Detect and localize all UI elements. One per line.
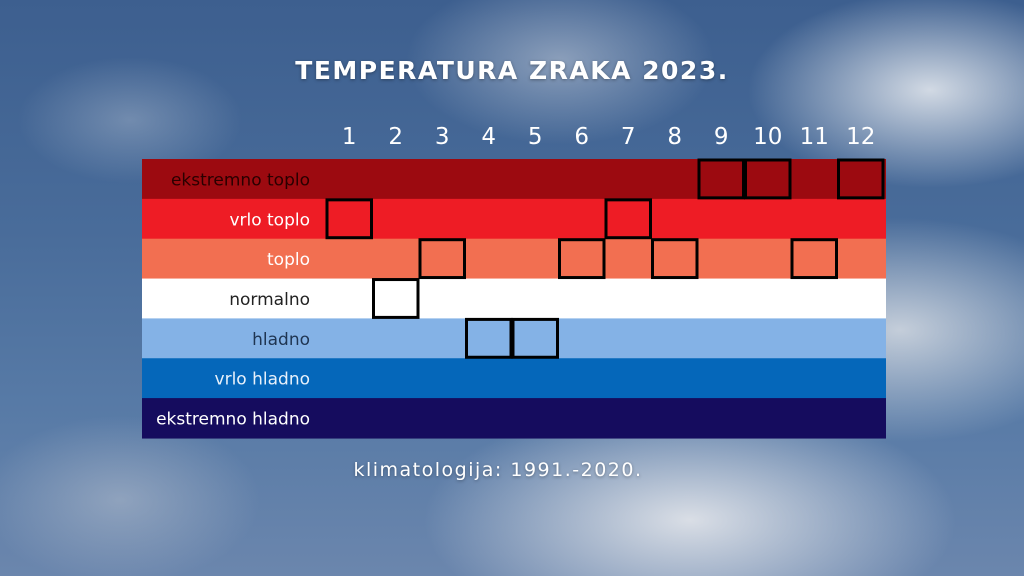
marker-month-5 xyxy=(511,317,559,359)
month-label-3: 3 xyxy=(435,124,450,150)
month-label-7: 7 xyxy=(621,124,636,150)
label-ekstremno-toplo: ekstremno toplo xyxy=(171,170,310,190)
band-ekstremno-toplo xyxy=(142,159,886,200)
chart-title: TEMPERATURA ZRAKA 2023. xyxy=(295,56,729,85)
marker-month-10 xyxy=(744,158,792,200)
category-labels: ekstremno toplo vrlo toplo toplo normalno hl… xyxy=(156,170,310,429)
marker-month-9 xyxy=(697,158,745,200)
month-label-1: 1 xyxy=(342,124,357,150)
month-markers xyxy=(325,158,885,359)
marker-month-4 xyxy=(465,317,513,359)
month-label-10: 10 xyxy=(753,124,782,150)
marker-month-1 xyxy=(325,198,373,240)
marker-month-6 xyxy=(558,238,606,280)
month-labels: 1 2 3 4 5 6 7 8 9 10 11 12 xyxy=(342,124,875,150)
marker-month-8 xyxy=(651,238,699,280)
label-vrlo-hladno: vrlo hladno xyxy=(215,370,310,390)
band-normalno xyxy=(142,278,886,319)
marker-month-12 xyxy=(837,158,885,200)
marker-month-11 xyxy=(790,238,838,280)
month-label-2: 2 xyxy=(388,124,403,150)
month-label-6: 6 xyxy=(574,124,589,150)
label-ekstremno-hladno: ekstremno hladno xyxy=(156,410,310,430)
marker-month-7 xyxy=(604,198,652,240)
month-label-5: 5 xyxy=(528,124,543,150)
category-bands xyxy=(142,159,886,439)
band-ekstremno-hladno xyxy=(142,398,886,439)
band-vrlo-toplo xyxy=(142,198,886,240)
band-toplo xyxy=(142,238,886,280)
marker-month-2 xyxy=(372,278,420,319)
label-hladno: hladno xyxy=(252,330,310,350)
climatology-note: klimatologija: 1991.-2020. xyxy=(353,459,643,481)
month-label-8: 8 xyxy=(667,124,682,150)
label-normalno: normalno xyxy=(229,290,310,310)
label-toplo: toplo xyxy=(267,250,310,270)
month-label-11: 11 xyxy=(800,124,829,150)
month-label-4: 4 xyxy=(481,124,496,150)
label-vrlo-toplo: vrlo toplo xyxy=(229,210,310,230)
marker-month-3 xyxy=(418,238,466,280)
month-label-12: 12 xyxy=(846,124,875,150)
month-label-9: 9 xyxy=(714,124,729,150)
band-vrlo-hladno xyxy=(142,358,886,399)
